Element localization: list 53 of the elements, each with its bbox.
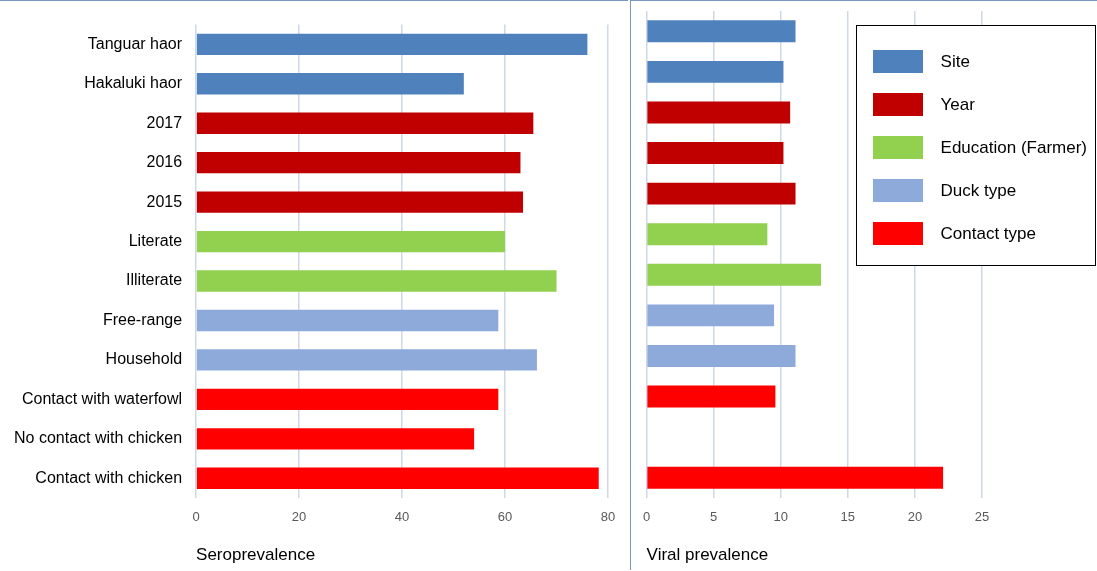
legend-label: Education (Farmer) [940, 137, 1087, 158]
y-tick-label: 2015 [146, 192, 183, 210]
x-tick-label: 60 [497, 509, 513, 525]
bar [647, 385, 776, 408]
bar [196, 309, 499, 332]
bar [196, 152, 521, 174]
bar [196, 349, 537, 371]
x-tick-label: 25 [974, 509, 990, 525]
bar [647, 142, 784, 164]
y-tick-label: Tanguar haor [87, 34, 183, 52]
y-tick-label: 2017 [146, 113, 183, 131]
bar [647, 101, 791, 124]
y-tick-label: Contact with chicken [35, 468, 183, 486]
y-tick-label: Contact with waterfowl [22, 389, 183, 407]
x-tick-label: 20 [907, 509, 923, 525]
x-tick-label: 0 [643, 509, 651, 525]
y-tick-label: Literate [128, 231, 183, 249]
bar [647, 20, 796, 43]
bar [196, 270, 557, 292]
bar [647, 60, 784, 83]
bar [196, 112, 534, 134]
x-axis-title: Viral prevalence [646, 545, 769, 565]
legend-label: Contact type [940, 223, 1037, 244]
x-tick-label: 10 [773, 509, 788, 525]
x-tick-label: 80 [600, 509, 616, 525]
bar [196, 73, 464, 95]
legend-label: Site [940, 51, 970, 72]
y-tick-label: Household [105, 350, 183, 368]
x-tick-label: 0 [192, 509, 200, 525]
bar [196, 388, 499, 411]
x-tick-label: 20 [291, 509, 307, 525]
bar [647, 466, 944, 489]
x-tick-label: 40 [394, 509, 410, 525]
legend-label: Duck type [940, 180, 1017, 201]
bar [647, 182, 796, 205]
bar [196, 230, 506, 253]
bar [647, 223, 768, 246]
y-tick-label: Hakaluki haor [84, 74, 183, 92]
y-tick-label: Free-range [102, 310, 183, 328]
x-axis-title: Seroprevalence [196, 545, 316, 565]
x-tick-label: 5 [710, 509, 718, 525]
bar [647, 345, 796, 367]
bar [196, 191, 524, 213]
bar [647, 304, 775, 327]
y-tick-label: Illiterate [126, 271, 183, 289]
y-tick-label: 2016 [146, 153, 183, 171]
x-tick-label: 15 [840, 509, 856, 525]
bar [647, 263, 822, 286]
bar [196, 467, 599, 489]
y-tick-label: No contact with chicken [14, 429, 183, 447]
bar [196, 428, 475, 450]
bar [196, 33, 588, 55]
legend-label: Year [940, 94, 975, 115]
